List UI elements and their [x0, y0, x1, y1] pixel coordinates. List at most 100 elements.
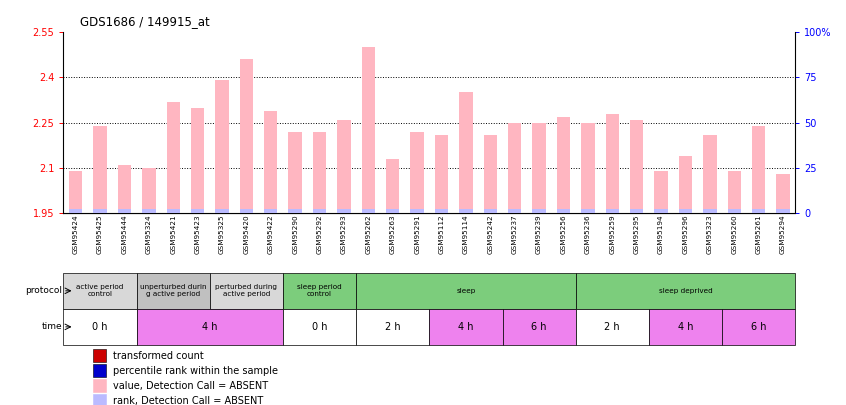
- Bar: [508, 123, 521, 213]
- Bar: [142, 168, 156, 213]
- Bar: [532, 123, 546, 213]
- Bar: [429, 309, 503, 345]
- Bar: [338, 209, 351, 213]
- Text: GSM95323: GSM95323: [707, 214, 713, 254]
- Bar: [649, 309, 722, 345]
- Text: sleep period
control: sleep period control: [297, 284, 342, 297]
- Text: percentile rank within the sample: percentile rank within the sample: [113, 366, 278, 376]
- Text: GSM95239: GSM95239: [536, 214, 542, 254]
- Text: transformed count: transformed count: [113, 351, 204, 361]
- Bar: [93, 349, 106, 362]
- Bar: [356, 309, 429, 345]
- Bar: [484, 209, 497, 213]
- Bar: [752, 209, 766, 213]
- Bar: [93, 379, 106, 392]
- Bar: [118, 164, 131, 213]
- Text: GSM95422: GSM95422: [268, 214, 274, 254]
- Bar: [167, 102, 180, 213]
- Text: GDS1686 / 149915_at: GDS1686 / 149915_at: [80, 15, 210, 28]
- Bar: [63, 273, 136, 309]
- Bar: [93, 209, 107, 213]
- Bar: [630, 209, 644, 213]
- Bar: [136, 309, 283, 345]
- Bar: [654, 171, 667, 213]
- Bar: [654, 209, 667, 213]
- Bar: [191, 107, 205, 213]
- Bar: [435, 134, 448, 213]
- Text: perturbed during
active period: perturbed during active period: [216, 284, 277, 297]
- Text: GSM95290: GSM95290: [292, 214, 298, 254]
- Text: active period
control: active period control: [76, 284, 124, 297]
- Text: GSM95293: GSM95293: [341, 214, 347, 254]
- Bar: [167, 209, 180, 213]
- Bar: [728, 171, 741, 213]
- Text: sleep: sleep: [456, 288, 475, 294]
- Bar: [386, 209, 399, 213]
- Bar: [557, 117, 570, 213]
- Bar: [239, 60, 253, 213]
- Bar: [503, 309, 575, 345]
- Text: 4 h: 4 h: [678, 322, 693, 332]
- Text: GSM95425: GSM95425: [97, 214, 103, 254]
- Text: GSM95294: GSM95294: [780, 214, 786, 254]
- Bar: [313, 209, 327, 213]
- Bar: [777, 209, 790, 213]
- Bar: [703, 209, 717, 213]
- Text: GSM95423: GSM95423: [195, 214, 201, 254]
- Bar: [703, 134, 717, 213]
- Bar: [722, 309, 795, 345]
- Bar: [752, 126, 766, 213]
- Text: 0 h: 0 h: [92, 322, 107, 332]
- Text: GSM95260: GSM95260: [731, 214, 737, 254]
- Bar: [361, 47, 375, 213]
- Bar: [557, 209, 570, 213]
- Text: GSM95424: GSM95424: [73, 214, 79, 254]
- Bar: [93, 126, 107, 213]
- Bar: [484, 134, 497, 213]
- Bar: [239, 209, 253, 213]
- Text: GSM95261: GSM95261: [755, 214, 761, 254]
- Text: GSM95296: GSM95296: [683, 214, 689, 254]
- Bar: [264, 111, 277, 213]
- Text: 4 h: 4 h: [202, 322, 217, 332]
- Text: unperturbed durin
g active period: unperturbed durin g active period: [140, 284, 206, 297]
- Text: GSM95291: GSM95291: [415, 214, 420, 254]
- Bar: [606, 113, 619, 213]
- Text: GSM95256: GSM95256: [561, 214, 567, 254]
- Bar: [459, 209, 473, 213]
- Bar: [581, 123, 595, 213]
- Text: GSM95259: GSM95259: [609, 214, 615, 254]
- Text: GSM95262: GSM95262: [365, 214, 371, 254]
- Bar: [435, 209, 448, 213]
- Text: time: time: [41, 322, 63, 331]
- Bar: [283, 273, 356, 309]
- Text: GSM95324: GSM95324: [146, 214, 151, 254]
- Text: rank, Detection Call = ABSENT: rank, Detection Call = ABSENT: [113, 396, 263, 405]
- Bar: [63, 309, 136, 345]
- Text: GSM95325: GSM95325: [219, 214, 225, 254]
- Bar: [356, 273, 575, 309]
- Bar: [283, 309, 356, 345]
- Bar: [410, 132, 424, 213]
- Bar: [69, 209, 82, 213]
- Bar: [338, 119, 351, 213]
- Text: 2 h: 2 h: [385, 322, 400, 332]
- Bar: [508, 209, 521, 213]
- Text: 2 h: 2 h: [605, 322, 620, 332]
- Text: GSM95444: GSM95444: [122, 214, 128, 254]
- Text: GSM95114: GSM95114: [463, 214, 469, 254]
- Bar: [69, 171, 82, 213]
- Bar: [191, 209, 205, 213]
- Bar: [118, 209, 131, 213]
- Bar: [410, 209, 424, 213]
- Bar: [728, 209, 741, 213]
- Bar: [386, 159, 399, 213]
- Bar: [630, 119, 644, 213]
- Bar: [288, 209, 302, 213]
- Bar: [313, 132, 327, 213]
- Bar: [678, 209, 692, 213]
- Bar: [215, 209, 228, 213]
- Text: protocol: protocol: [25, 286, 63, 295]
- Text: 0 h: 0 h: [312, 322, 327, 332]
- Bar: [606, 209, 619, 213]
